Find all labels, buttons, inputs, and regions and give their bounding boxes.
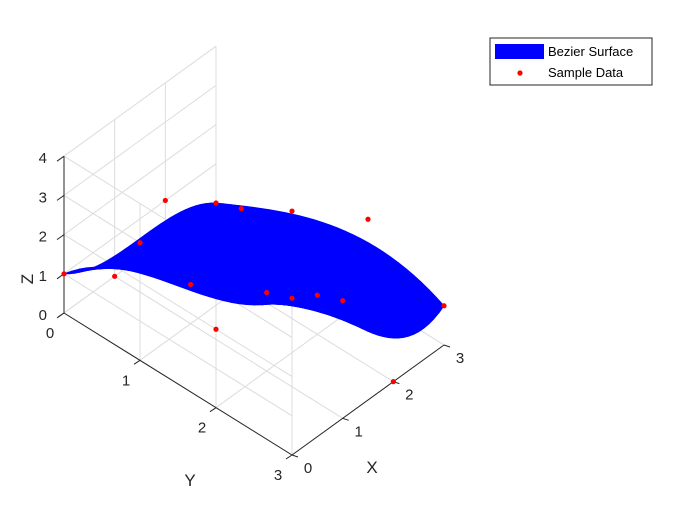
x-tick-label: 2 [405,387,413,404]
grid-line [114,275,343,419]
x-tick-label: 1 [354,423,362,440]
y-axis-label: Y [184,471,195,490]
z-axis-label: Z [18,274,37,284]
x-axis-line [291,344,445,456]
sample-data-point [314,292,320,298]
sample-data-point [213,326,219,332]
x-tick [443,344,451,348]
axes [56,155,451,460]
y-tick [285,454,293,460]
legend-label-surface: Bezier Surface [548,44,633,59]
legend-surface-swatch [495,44,544,59]
x-tick-label: 0 [304,460,312,477]
bezier-surface [63,202,445,339]
grid-line [63,234,293,378]
y-tick-label: 1 [122,372,130,389]
legend: Bezier Surface Sample Data [489,37,653,86]
sample-data-point [61,271,67,277]
x-tick [291,454,299,458]
sample-data-point [289,208,295,214]
z-tick-label: 4 [39,150,47,167]
z-tick-label: 2 [39,229,47,246]
sample-data-point [162,197,168,204]
grid-line [63,84,217,196]
sample-data-point [188,281,194,288]
sample-data-point [112,273,118,279]
y-tick [209,407,217,413]
y-axis-line [63,312,293,456]
sample-data-point [365,216,371,222]
z-tick-label: 1 [39,268,47,285]
tick-labels: 0 1 2 3 0 1 2 3 0 1 2 3 4 [39,150,465,484]
y-tick-label: 3 [274,467,282,484]
z-tick [56,194,65,201]
sample-data-point [137,240,143,246]
legend-sample-marker [517,70,523,76]
sample-data-point [289,295,295,301]
y-tick-label: 0 [46,325,54,342]
sample-data-point [390,379,396,385]
z-tick-label: 3 [39,189,47,206]
x-tick [342,417,349,421]
grid-line [63,124,217,236]
sample-data-point [213,200,219,206]
sample-data-point [340,298,346,304]
grid-line [63,163,217,275]
sample-data-point [441,303,447,309]
z-tick-label: 0 [39,307,47,324]
legend-label-sample: Sample Data [548,65,624,80]
z-tick [56,155,65,162]
sample-data-point [238,205,244,212]
grid-line [63,273,293,417]
x-tick-label: 3 [456,350,464,367]
z-tick [56,312,65,319]
y-tick [133,359,141,365]
y-tick-label: 2 [198,420,206,437]
sample-data-point [264,289,270,296]
grid-line [63,45,217,157]
x-axis-label: X [366,458,377,477]
sample-data-points [61,197,447,385]
z-tick [56,234,65,241]
